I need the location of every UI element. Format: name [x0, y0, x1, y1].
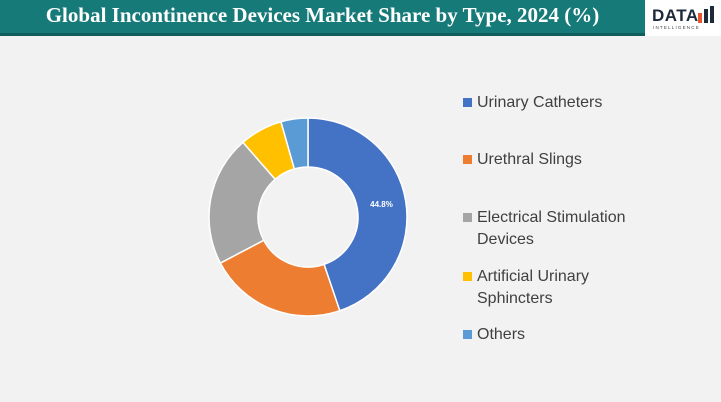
legend-swatch [463, 330, 472, 339]
legend-label: Urethral Slings [477, 151, 582, 168]
legend-label: Urinary Catheters [477, 94, 603, 111]
logo-tagline: INTELLIGENCE [653, 25, 700, 30]
legend-label: Others [477, 326, 526, 343]
slice [219, 239, 341, 317]
legend-label: Artificial Urinary Sphincters [477, 268, 590, 307]
title-bar [0, 0, 645, 36]
legend-swatch [463, 272, 472, 281]
logo: DATA INTELLIGENCE [645, 0, 721, 36]
slice [280, 117, 309, 170]
legend-item: Others [460, 324, 667, 346]
data-label: 44.8% [370, 200, 393, 209]
legend-swatch [463, 98, 472, 107]
legend-label: Electrical Stimulation Devices [477, 209, 626, 248]
slice [307, 117, 408, 312]
chart-title: Global Incontinence Devices Market Share… [45, 3, 600, 27]
legend-item: Artificial Urinary Sphincters [460, 266, 667, 310]
logo-icon [698, 6, 714, 23]
legend-item: Urethral Slings [460, 149, 667, 171]
legend-item: Urinary Catheters [460, 92, 667, 114]
legend-item: Electrical Stimulation Devices [460, 207, 667, 251]
logo-name: DATA [652, 6, 699, 25]
legend-swatch [463, 213, 472, 222]
legend-swatch [463, 155, 472, 164]
